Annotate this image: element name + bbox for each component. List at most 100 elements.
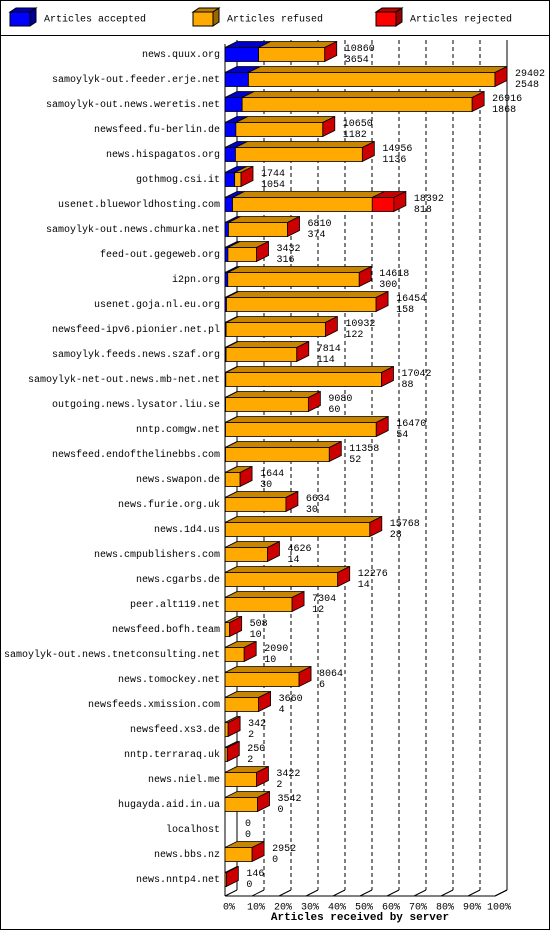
- total-label: 250: [247, 744, 265, 755]
- accepted-label: 1868: [492, 105, 516, 116]
- total-label: 3422: [276, 769, 300, 780]
- bar: [224, 572, 339, 587]
- bar: [224, 122, 237, 137]
- y-tick-label: hugayda.aid.in.ua: [118, 799, 220, 811]
- bar-top: [227, 266, 372, 273]
- y-tick-label: samoylyk-out.feeder.erje.net: [52, 74, 220, 86]
- tick-mark: [386, 889, 400, 897]
- total-label: 9080: [328, 394, 352, 405]
- bar-top: [226, 291, 389, 298]
- bar: [224, 197, 233, 212]
- y-tick-label: news.quux.org: [142, 50, 220, 61]
- bar: [225, 422, 377, 437]
- bar: [235, 147, 363, 162]
- bar-end: [358, 265, 372, 288]
- bar: [224, 547, 268, 562]
- bar: [224, 72, 249, 87]
- bar: [225, 347, 298, 362]
- x-tick-label: 0%: [223, 903, 235, 914]
- y-tick-label: samoylyk-net-out.news.mb-net.net: [28, 374, 220, 386]
- legend-label: Articles rejected: [410, 14, 512, 26]
- y-tick-label: news.tomockey.net: [118, 674, 220, 686]
- y-tick-label: news.1d4.us: [154, 524, 220, 536]
- legend-swatch: [375, 11, 397, 27]
- total-label: 4626: [287, 544, 311, 555]
- y-tick-label: news.cmpublishers.com: [94, 549, 220, 561]
- bar-end: [226, 740, 240, 763]
- y-tick-label: news.hispagatos.org: [106, 149, 220, 161]
- bar-end: [375, 415, 389, 438]
- bar: [225, 322, 326, 337]
- accepted-label: 374: [308, 230, 326, 241]
- x-tick-label: 10%: [247, 903, 265, 914]
- y-tick-label: news.cgarbs.de: [136, 574, 220, 586]
- accepted-label: 30: [260, 480, 272, 491]
- bar-top: [225, 391, 321, 398]
- total-label: 16454: [396, 294, 426, 305]
- legend-swatch: [192, 11, 214, 27]
- bar-end: [285, 490, 299, 513]
- bar: [225, 397, 309, 412]
- legend-swatch-side: [212, 7, 220, 27]
- y-tick-label: feed-out.gegeweb.org: [100, 249, 220, 261]
- accepted-label: 0: [246, 880, 252, 891]
- total-label: 10860: [345, 44, 375, 55]
- total-label: 3542: [278, 794, 302, 805]
- y-tick-label: usenet.goja.nl.eu.org: [94, 299, 220, 311]
- bar: [224, 247, 229, 262]
- x-tick-label: 90%: [463, 903, 481, 914]
- y-tick-label: usenet.blueworldhosting.com: [58, 199, 220, 211]
- total-label: 0: [245, 819, 251, 830]
- y-tick-label: newsfeed.bofh.team: [112, 624, 220, 636]
- bar: [224, 622, 231, 637]
- tick-mark: [278, 889, 292, 897]
- accepted-label: 316: [277, 255, 295, 266]
- accepted-label: 1182: [343, 130, 367, 141]
- total-label: 1644: [260, 469, 284, 480]
- total-label: 11358: [349, 444, 379, 455]
- total-label: 2090: [264, 644, 288, 655]
- accepted-label: 2: [247, 755, 253, 766]
- x-tick-label: 20%: [274, 903, 292, 914]
- total-label: 17042: [401, 369, 431, 380]
- bar-end: [361, 140, 375, 163]
- bar: [224, 672, 300, 687]
- bar: [224, 772, 257, 787]
- total-label: 6634: [306, 494, 330, 505]
- bar-end: [337, 565, 351, 588]
- bar: [224, 147, 236, 162]
- x-tick-label: 60%: [382, 903, 400, 914]
- bar-end: [381, 365, 394, 388]
- accepted-label: 0: [245, 830, 251, 841]
- total-label: 146: [246, 869, 264, 880]
- bar-end: [307, 390, 321, 413]
- bar-top: [224, 666, 312, 673]
- total-label: 14618: [379, 269, 409, 280]
- legend-swatch: [9, 11, 31, 27]
- bar-top: [235, 141, 375, 148]
- y-tick-label: news.bbs.nz: [154, 849, 220, 861]
- y-tick-label: samoylyk-out.news.chmurka.net: [46, 224, 220, 236]
- accepted-label: 3654: [345, 55, 369, 66]
- total-label: 12276: [358, 569, 388, 580]
- bar-end: [267, 540, 280, 563]
- x-tick-label: 40%: [328, 903, 346, 914]
- total-label: 2952: [272, 844, 296, 855]
- bar: [224, 272, 229, 287]
- y-tick-label: newsfeed.endofthelinebbs.com: [52, 449, 220, 461]
- bar: [371, 197, 395, 212]
- bar-top: [224, 566, 350, 573]
- y-tick-label: samoylyk-out.news.weretis.net: [46, 99, 220, 111]
- y-tick-label: newsfeed.fu-berlin.de: [94, 124, 220, 136]
- legend-swatch-side: [395, 7, 403, 27]
- y-tick-label: nntp.comgw.net: [136, 425, 220, 436]
- accepted-label: 122: [345, 330, 363, 341]
- accepted-label: 1054: [261, 180, 285, 191]
- bar: [224, 722, 229, 737]
- bar: [224, 472, 241, 487]
- total-label: 7814: [317, 344, 341, 355]
- bar-top: [235, 116, 335, 123]
- bar-end: [471, 90, 485, 113]
- accepted-label: 158: [396, 305, 414, 316]
